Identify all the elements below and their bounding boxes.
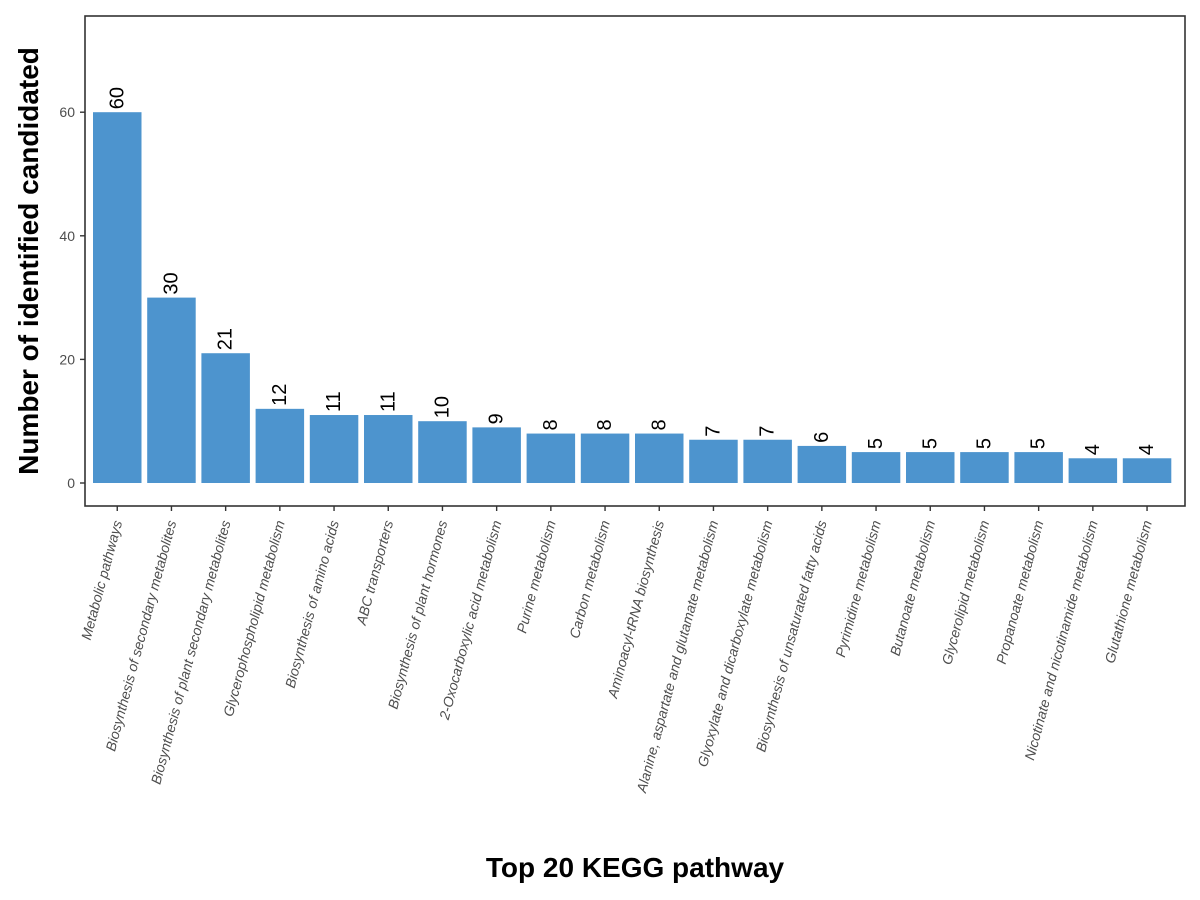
bar: [309, 415, 359, 483]
x-tick-label: Carbon metabolism: [566, 518, 613, 640]
bar: [635, 433, 684, 483]
y-tick-label: 0: [67, 475, 75, 491]
x-tick-label: Aminoacyl-tRNA biosynthesis: [604, 519, 667, 701]
x-tick-label: Glycerolipid metabolism: [938, 518, 992, 666]
bar: [418, 421, 467, 483]
y-axis-title: Number of identified candidated: [13, 47, 44, 475]
bar: [960, 452, 1009, 483]
y-tick-label: 20: [59, 351, 75, 367]
x-tick-label: Butanoate metabolism: [887, 518, 939, 657]
x-tick-label: Metabolic pathways: [78, 519, 125, 642]
x-tick-label: ABC transporters: [353, 519, 397, 628]
x-axis-title: Top 20 KEGG pathway: [486, 852, 785, 883]
x-tick-label: 2-Oxocarboxylic acid metabolism: [436, 518, 505, 722]
bar-value-label: 6: [811, 432, 833, 443]
y-axis: 0 20 40 60: [59, 104, 85, 491]
x-tick-label: Purine metabolism: [513, 518, 559, 634]
x-tick-label: Glutathione metabolism: [1101, 518, 1155, 665]
bar: [743, 439, 792, 483]
bar: [93, 112, 142, 483]
bar-value-label: 4: [1136, 444, 1158, 455]
bar-value-label: 11: [377, 391, 399, 412]
bar-value-label: 8: [648, 419, 670, 430]
plot-panel-border: [84, 15, 1186, 507]
bar: [906, 452, 955, 483]
bar: [1014, 452, 1063, 483]
bar-value-label: 5: [865, 438, 887, 449]
bar-value-label: 60: [106, 87, 128, 109]
x-tick-label: Biosynthesis of amino acids: [282, 519, 342, 690]
bar: [201, 353, 250, 483]
x-tick-label: Biosynthesis of plant hormones: [385, 519, 451, 711]
bar: [526, 433, 576, 483]
bar-value-label: 7: [757, 426, 779, 437]
bar-value-label: 11: [323, 391, 345, 412]
bar: [689, 439, 738, 483]
x-tick-label: Glycerophospholipid metabolism: [220, 518, 288, 718]
bar: [580, 433, 630, 483]
bar-value-label: 5: [973, 438, 995, 449]
bar: [147, 297, 196, 483]
bar-value-label: 10: [431, 396, 453, 418]
x-tick-label: Pyrimidine metabolism: [832, 518, 884, 658]
data-labels-layer: 60 30 21 12 11 11 10 9 8 8 8 7 7 6 5 5 5 5 4 4: [106, 87, 1158, 455]
bar-value-label: 5: [1028, 438, 1050, 449]
x-tick-label: Propanoate metabolism: [993, 518, 1047, 665]
bar-value-label: 8: [540, 419, 562, 430]
bar-value-label: 12: [269, 384, 291, 406]
bar: [472, 427, 521, 483]
bar-value-label: 8: [594, 419, 616, 430]
bar: [364, 415, 413, 483]
bar: [1122, 458, 1172, 483]
bar: [851, 452, 901, 483]
bars-layer: [93, 112, 1172, 483]
bar-value-label: 5: [919, 438, 941, 449]
bar-value-label: 7: [702, 426, 724, 437]
y-tick-label: 60: [59, 104, 75, 120]
bar-value-label: 21: [215, 328, 237, 350]
y-tick-label: 40: [59, 228, 75, 244]
bar: [255, 408, 305, 483]
bar: [797, 445, 847, 483]
bar: [1068, 458, 1118, 483]
bar-value-label: 4: [1082, 444, 1104, 455]
bar-value-label: 30: [160, 272, 182, 294]
bar-value-label: 9: [486, 413, 508, 424]
